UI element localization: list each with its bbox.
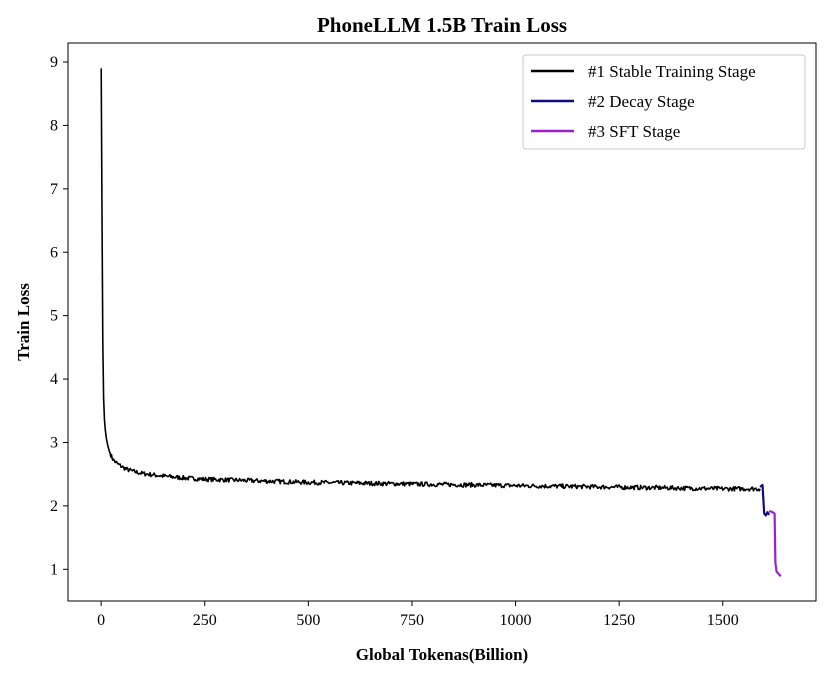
legend-box <box>522 54 806 150</box>
legend-label-1: #1 Stable Training Stage <box>588 62 756 81</box>
x-tick-label: 1500 <box>707 612 739 629</box>
legend-label-3: #3 SFT Stage <box>588 122 680 141</box>
y-tick-label: 1 <box>50 561 58 578</box>
x-tick-label: 500 <box>296 612 320 629</box>
y-tick-label: 3 <box>50 434 58 451</box>
x-tick-label: 1250 <box>603 612 635 629</box>
legend-label-2: #2 Decay Stage <box>588 92 695 111</box>
series-line-3 <box>768 509 782 578</box>
chart-title: PhoneLLM 1.5B Train Loss <box>317 13 567 37</box>
y-tick-label: 8 <box>50 117 58 134</box>
plot-frame <box>67 42 817 602</box>
y-tick-label: 4 <box>50 371 58 388</box>
series-line-1 <box>100 68 761 492</box>
x-tick-label: 750 <box>400 612 424 629</box>
x-tick-label: 0 <box>97 612 105 629</box>
y-axis-label: Train Loss <box>14 283 33 361</box>
x-tick-label: 250 <box>193 612 217 629</box>
y-tick-label: 6 <box>50 244 58 261</box>
x-tick-label: 1000 <box>500 612 532 629</box>
series-layer <box>100 68 782 578</box>
y-tick-label: 5 <box>50 308 58 325</box>
series-line-2 <box>759 483 771 517</box>
y-tick-label: 7 <box>50 181 58 198</box>
y-tick-label: 2 <box>50 498 58 515</box>
legend: #1 Stable Training Stage #2 Decay Stage #3… <box>522 54 806 150</box>
ticks-layer: 0 250 500 750 1000 1250 1500 1 2 3 4 5 6 7 8 9 <box>50 54 739 629</box>
x-axis-label: Global Tokenas(Billion) <box>356 645 528 664</box>
y-tick-label: 9 <box>50 54 58 71</box>
